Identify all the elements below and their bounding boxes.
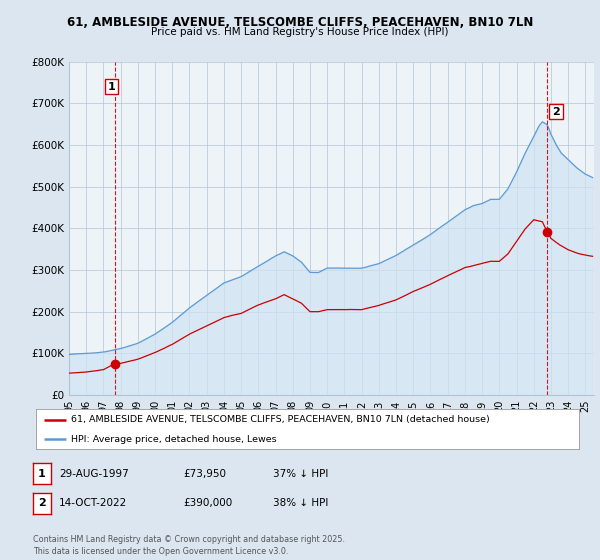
Text: 61, AMBLESIDE AVENUE, TELSCOMBE CLIFFS, PEACEHAVEN, BN10 7LN (detached house): 61, AMBLESIDE AVENUE, TELSCOMBE CLIFFS, …: [71, 415, 490, 424]
Text: 61, AMBLESIDE AVENUE, TELSCOMBE CLIFFS, PEACEHAVEN, BN10 7LN: 61, AMBLESIDE AVENUE, TELSCOMBE CLIFFS, …: [67, 16, 533, 29]
Text: HPI: Average price, detached house, Lewes: HPI: Average price, detached house, Lewe…: [71, 435, 277, 444]
Text: 2: 2: [38, 498, 46, 508]
Text: £73,950: £73,950: [183, 469, 226, 479]
Text: 29-AUG-1997: 29-AUG-1997: [59, 469, 128, 479]
Text: 1: 1: [38, 469, 46, 479]
Text: Contains HM Land Registry data © Crown copyright and database right 2025.
This d: Contains HM Land Registry data © Crown c…: [33, 535, 345, 556]
Text: £390,000: £390,000: [183, 498, 232, 508]
Text: 38% ↓ HPI: 38% ↓ HPI: [273, 498, 328, 508]
Text: 1: 1: [107, 82, 115, 92]
Text: 37% ↓ HPI: 37% ↓ HPI: [273, 469, 328, 479]
Text: 14-OCT-2022: 14-OCT-2022: [59, 498, 127, 508]
Text: Price paid vs. HM Land Registry's House Price Index (HPI): Price paid vs. HM Land Registry's House …: [151, 27, 449, 37]
Text: 2: 2: [552, 106, 560, 116]
